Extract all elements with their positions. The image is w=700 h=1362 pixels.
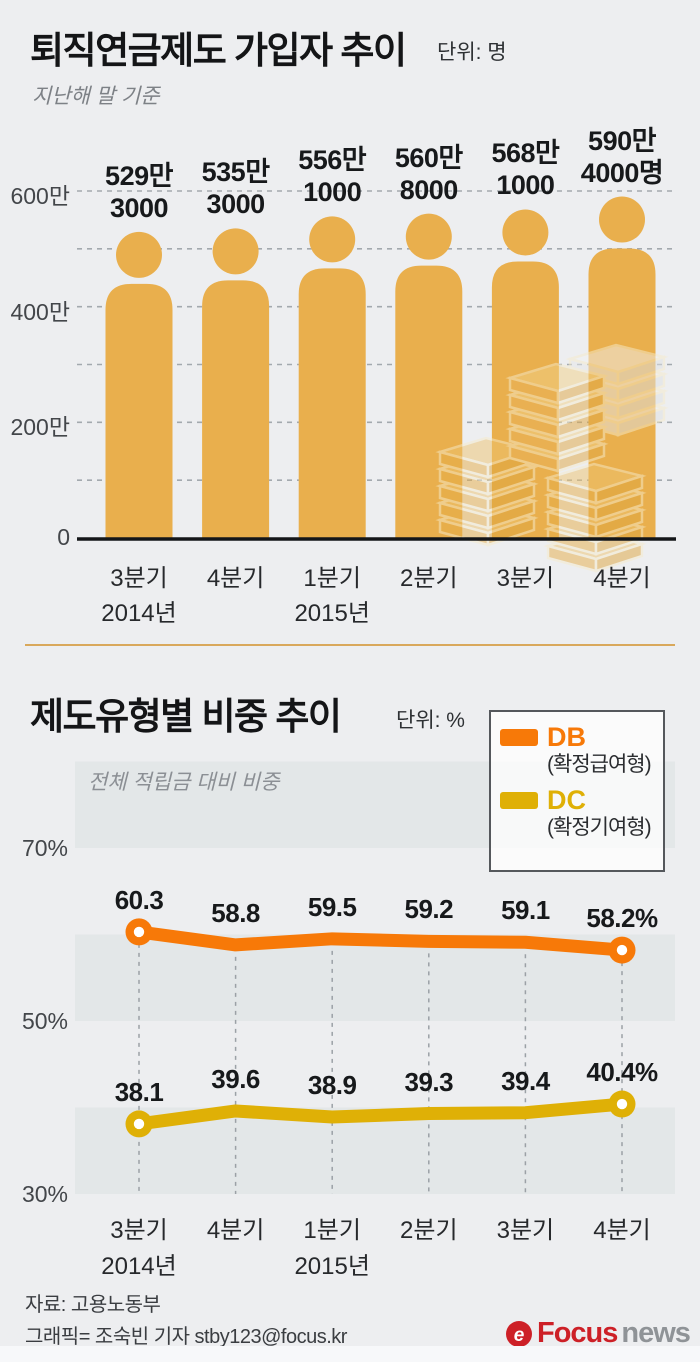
section-divider (25, 644, 675, 646)
y-axis-tick: 30% (21, 1181, 68, 1207)
legend-item-db: DB (확정급여형) (500, 722, 655, 778)
legend-code-db: DB (547, 722, 586, 752)
point-label-DB: 59.5 (307, 891, 357, 922)
x-axis-label-quarter: 4분기 (206, 565, 265, 592)
y-axis-tick: 0 (57, 524, 70, 550)
end-point-center (133, 1118, 145, 1130)
chart1-subtitle: 지난해 말 기준 (32, 85, 160, 108)
y-axis-tick: 400만 (10, 298, 70, 325)
person-head (116, 231, 162, 278)
point-label-DB: 59.2 (404, 894, 454, 925)
x-axis-label-year: 2014년 (101, 600, 177, 627)
x-axis-label-quarter: 4분기 (206, 1217, 265, 1244)
focus-news-logo: e Focus news (505, 1317, 691, 1350)
point-label-DC: 40.4% (586, 1057, 658, 1088)
person-head (405, 213, 452, 260)
x-axis-label-quarter: 3분기 (110, 565, 168, 592)
point-label-DC: 39.4 (501, 1065, 550, 1096)
legend-swatch-db (500, 729, 538, 746)
x-axis-label-year: 2015년 (294, 1253, 370, 1280)
point-label-DB: 58.2% (586, 903, 658, 934)
x-axis-label-quarter: 3분기 (496, 565, 555, 592)
legend-item-dc: DC (확정기여형) (500, 785, 655, 841)
x-axis-label-year: 2014년 (101, 1253, 177, 1280)
page-title: 퇴직연금제도 가입자 추이 (30, 30, 407, 71)
focus-news-swirl-icon: e (506, 1320, 532, 1347)
bar-value-label: 590만 4000명 (580, 125, 664, 188)
person-head (599, 196, 645, 243)
y-axis-tick: 50% (21, 1008, 68, 1034)
bar-value-label: 568만 1000 (491, 138, 560, 201)
bar-value-label: 560만 8000 (394, 142, 463, 205)
bar-value-label: 529만 3000 (105, 160, 173, 223)
point-label-DB: 58.8 (211, 897, 260, 928)
y-axis-tick: 70% (21, 835, 68, 861)
y-axis-tick: 200만 (10, 414, 70, 441)
legend-desc-dc: (확정기여형) (547, 816, 652, 839)
person-head (309, 216, 356, 263)
person-body (298, 268, 366, 538)
y-axis-tick: 600만 (10, 183, 70, 209)
section2-title: 제도유형별 비중 추이 (30, 696, 342, 737)
chart2-unit-label: 단위: % (396, 709, 465, 732)
legend-swatch-dc (500, 792, 538, 809)
x-axis-label-year: 2015년 (294, 600, 370, 627)
legend: DB (확정급여형) DC (확정기여형) (489, 710, 665, 872)
x-axis-label-quarter: 2분기 (400, 565, 458, 592)
chart2-note: 전체 적립금 대비 비중 (88, 771, 280, 794)
x-axis-label-quarter: 1분기 (303, 565, 361, 592)
x-axis-label-quarter: 4분기 (593, 565, 651, 592)
footer-credit: 그래픽= 조숙빈 기자 stby123@focus.kr (25, 1326, 347, 1348)
person-head (212, 228, 259, 275)
person-body (105, 283, 173, 538)
person-head (502, 209, 549, 256)
end-point-center (616, 1098, 628, 1110)
end-point-center (133, 926, 145, 938)
logo-suffix-text: news (621, 1317, 691, 1349)
series-line-DB (132, 925, 629, 957)
x-axis-label-quarter: 1분기 (303, 1217, 361, 1244)
x-axis-label-quarter: 3분기 (496, 1217, 555, 1244)
x-axis-label-quarter: 2분기 (400, 1217, 458, 1244)
bar-value-label: 556만 1000 (298, 145, 367, 208)
point-label-DB: 60.3 (114, 884, 164, 915)
legend-code-dc: DC (547, 785, 586, 815)
logo-brand-text: Focus (537, 1317, 618, 1349)
person-bars (105, 196, 656, 538)
chart1-unit-label: 단위: 명 (437, 41, 507, 64)
point-label-DB: 59.1 (501, 895, 550, 926)
point-label-DC: 39.3 (404, 1066, 454, 1097)
person-body (202, 280, 270, 538)
end-point-center (616, 944, 628, 956)
svg-text:e: e (514, 1325, 525, 1346)
bottom-strip (0, 1346, 700, 1362)
point-label-DC: 39.6 (211, 1063, 260, 1094)
legend-desc-db: (확정급여형) (547, 753, 652, 776)
point-label-DC: 38.1 (114, 1076, 164, 1107)
subscribers-chart (77, 190, 676, 573)
footer-source: 자료: 고용노동부 (25, 1294, 161, 1316)
series-line-DC (132, 1097, 629, 1131)
point-label-DC: 38.9 (307, 1070, 357, 1100)
x-axis-label-quarter: 4분기 (593, 1217, 651, 1244)
bar-value-label: 535만 3000 (201, 157, 270, 220)
x-axis-label-quarter: 3분기 (110, 1217, 168, 1244)
